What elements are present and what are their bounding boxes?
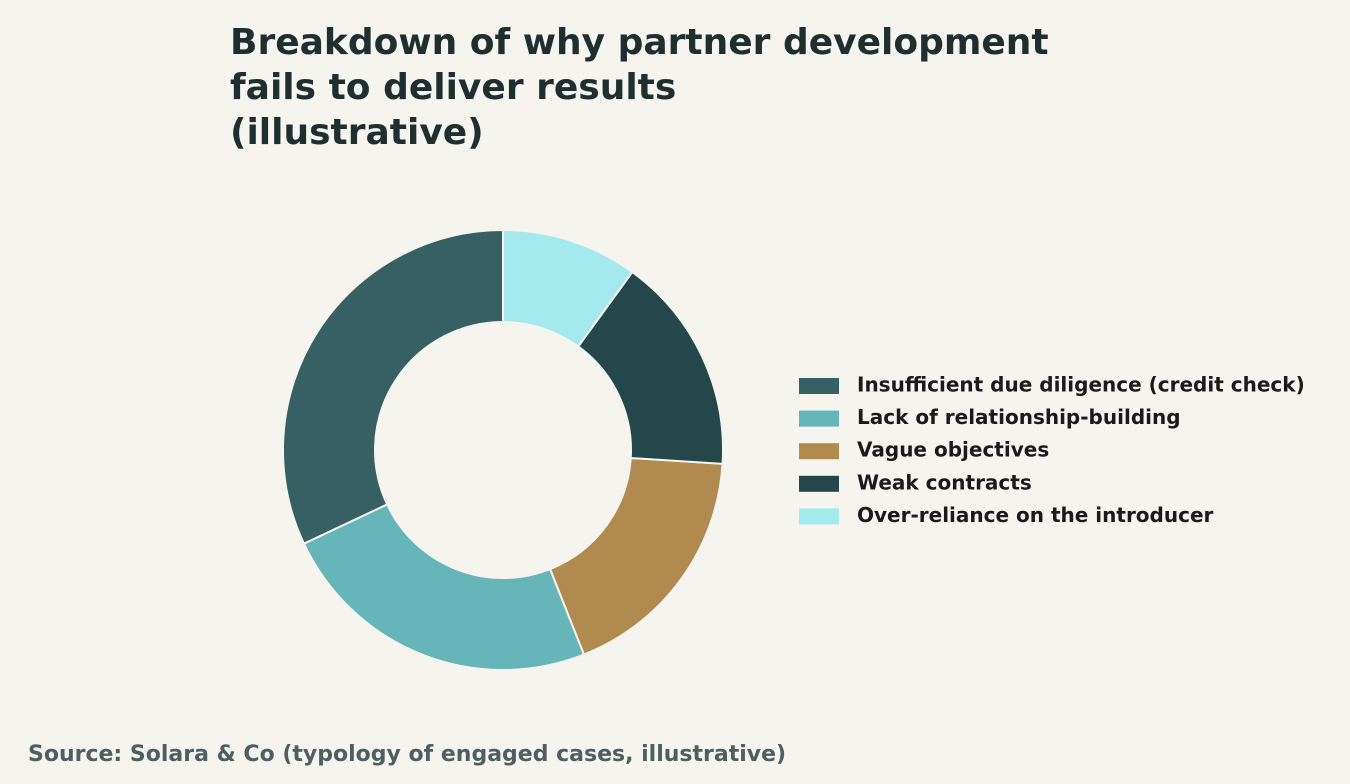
donut-slice — [282, 228, 504, 546]
legend-label: Over-reliance on the introducer — [857, 503, 1214, 527]
legend-label: Vague objectives — [857, 438, 1049, 462]
legend-label: Insufficient due diligence (credit check… — [857, 373, 1305, 397]
legend-label: Weak contracts — [857, 470, 1032, 494]
chart-title: Breakdown of why partner development fail… — [230, 22, 1049, 153]
donut-slice — [502, 228, 634, 348]
legend-swatch — [799, 475, 839, 492]
legend-swatch — [799, 443, 839, 460]
donut-slice — [302, 503, 586, 671]
legend-swatch — [799, 410, 839, 427]
donut-slice — [548, 456, 724, 656]
legend-swatch — [799, 508, 839, 525]
legend-swatch — [799, 378, 839, 394]
source-note: Source: Solara & Co (typology of engaged… — [28, 742, 786, 767]
legend-label: Lack of relationship-building — [857, 405, 1181, 429]
